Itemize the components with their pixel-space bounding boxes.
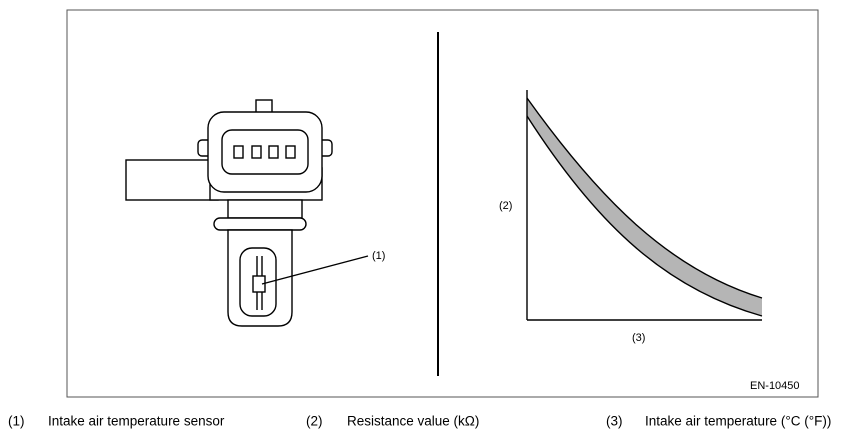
frame [66, 9, 819, 398]
figure-id: EN-10450 [750, 380, 800, 392]
legend-label: Intake air temperature (°C (°F)) [645, 414, 831, 429]
connector-pin [251, 145, 262, 159]
sensor-drawing: (1) [125, 99, 385, 327]
legend-label: Intake air temperature sensor [48, 414, 225, 429]
lower-curve [526, 115, 763, 317]
connector-socket [221, 129, 309, 175]
sensor-flange [125, 159, 219, 201]
sensor-neck [227, 199, 303, 219]
legend: (1) Intake air temperature sensor (2) Re… [8, 414, 831, 429]
thermistor-element [252, 275, 266, 293]
leader-line [261, 255, 369, 285]
legend-label: Resistance value (kΩ) [347, 414, 479, 429]
y-axis-callout: (2) [499, 200, 512, 212]
callout: (1) [372, 250, 385, 262]
connector-pin [285, 145, 296, 159]
x-axis-callout: (3) [632, 332, 645, 344]
resistance-graph: (2) (3) [499, 90, 763, 344]
legend-number: (3) [606, 414, 623, 429]
connector-pin [268, 145, 279, 159]
legend-number: (2) [306, 414, 323, 429]
tolerance-band [527, 98, 762, 316]
connector-pin [233, 145, 244, 159]
upper-curve [526, 97, 763, 299]
sensor-ring [213, 217, 307, 231]
legend-number: (1) [8, 414, 25, 429]
